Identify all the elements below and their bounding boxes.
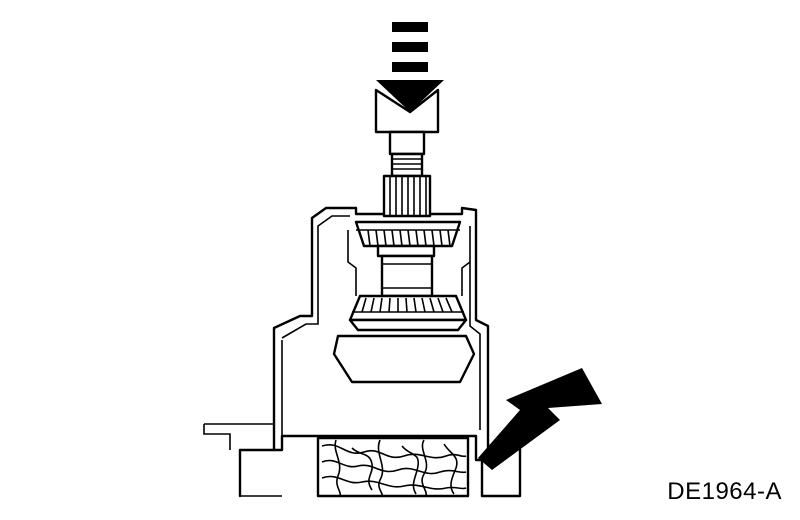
lower-tapered-roller-bearing (348, 294, 468, 332)
gear-spacer (376, 244, 436, 298)
press-ram-arrow (376, 22, 444, 112)
figure-id-label: DE1964-A (667, 478, 782, 505)
press-adapter (374, 88, 440, 156)
splined-shaft (382, 152, 432, 218)
wood-block-pointer-arrow (478, 368, 602, 470)
gear-body (332, 334, 476, 384)
wood-block-support (316, 436, 470, 498)
upper-tapered-roller-bearing (354, 220, 462, 248)
